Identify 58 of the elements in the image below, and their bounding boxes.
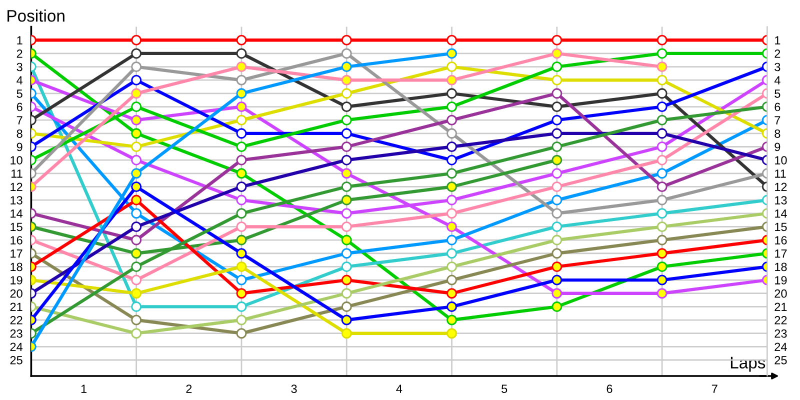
y-tick-label: 3 bbox=[16, 62, 22, 72]
y-tick-label: 12 bbox=[10, 182, 22, 192]
y-tick-label: 10 bbox=[10, 156, 22, 164]
y2-tick-label: 14 bbox=[775, 210, 787, 218]
x-tick-label: 2 bbox=[186, 384, 192, 393]
x-tick-label: 3 bbox=[291, 384, 297, 394]
y-tick-label: 11 bbox=[12, 170, 22, 178]
y2-tick-label: 5 bbox=[774, 90, 780, 98]
x-tick-label: 4 bbox=[396, 384, 402, 393]
y-tick-label: 9 bbox=[16, 142, 22, 152]
y2-tick-label: 4 bbox=[774, 76, 780, 84]
y2-tick-label: 16 bbox=[775, 236, 787, 244]
y-tick-label: 14 bbox=[10, 210, 23, 218]
y2-tick-label: 1 bbox=[775, 36, 780, 44]
y2-tick-label: 9 bbox=[774, 142, 780, 152]
y2-tick-label: 6 bbox=[774, 102, 780, 112]
y2-tick-label: 8 bbox=[774, 129, 780, 138]
y-tick-label: 18 bbox=[10, 262, 22, 272]
y2-tick-label: 25 bbox=[774, 356, 787, 364]
y2-tick-label: 20 bbox=[774, 289, 787, 298]
y-tick-label: 6 bbox=[16, 102, 22, 112]
y2-tick-label: 19 bbox=[775, 276, 787, 284]
y2-tick-label: 7 bbox=[774, 116, 780, 124]
y-tick-label: 24 bbox=[10, 342, 23, 351]
y-tick-label: 2 bbox=[16, 49, 22, 58]
y2-tick-label: 13 bbox=[775, 196, 787, 204]
y2-tick-label: 18 bbox=[775, 262, 787, 272]
x-tick-label: 5 bbox=[502, 384, 508, 394]
y2-tick-label: 22 bbox=[774, 316, 787, 324]
x-tick-label: 7 bbox=[712, 384, 718, 393]
x-tick-label: 6 bbox=[606, 384, 612, 394]
y-tick-label: 19 bbox=[10, 276, 22, 284]
y2-tick-label: 24 bbox=[774, 342, 787, 351]
y2-tick-label: 15 bbox=[775, 222, 787, 232]
y-tick-label: 22 bbox=[10, 316, 22, 324]
y2-tick-label: 11 bbox=[775, 170, 786, 178]
y2-tick-label: 17 bbox=[775, 250, 787, 258]
y-tick-label: 17 bbox=[10, 250, 22, 258]
y2-tick-label: 10 bbox=[775, 156, 787, 164]
y2-tick-label: 12 bbox=[775, 182, 787, 192]
y2-tick-label: 21 bbox=[774, 302, 787, 311]
y-tick-label: 20 bbox=[10, 289, 22, 298]
y-tick-label: 15 bbox=[10, 222, 22, 232]
y-tick-label: 21 bbox=[10, 302, 22, 311]
y-tick-label: 5 bbox=[16, 90, 22, 98]
y-tick-label: 8 bbox=[16, 129, 22, 138]
y-tick-label: 13 bbox=[10, 196, 22, 204]
y-tick-label: 25 bbox=[10, 356, 22, 364]
y-tick-label: 23 bbox=[10, 329, 22, 338]
y-tick-label: 16 bbox=[10, 236, 22, 244]
y-tick-label: 7 bbox=[16, 116, 22, 124]
y-axis-title: Position bbox=[8, 10, 64, 22]
y-tick-label: 1 bbox=[17, 36, 22, 44]
x-tick-label: 1 bbox=[81, 384, 86, 393]
y2-tick-label: 3 bbox=[774, 62, 780, 72]
y2-tick-label: 2 bbox=[774, 49, 780, 58]
y-tick-label: 4 bbox=[16, 76, 23, 84]
y2-tick-label: 23 bbox=[774, 329, 787, 338]
